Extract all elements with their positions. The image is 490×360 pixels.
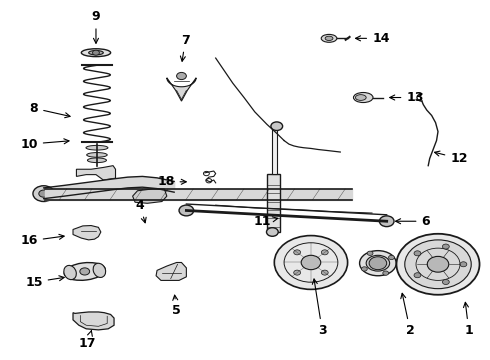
Ellipse shape [87, 158, 106, 163]
Text: 13: 13 [390, 91, 424, 104]
Ellipse shape [64, 262, 105, 280]
Circle shape [321, 250, 328, 255]
Text: 4: 4 [136, 199, 146, 223]
Circle shape [414, 251, 421, 256]
Circle shape [301, 255, 321, 270]
Ellipse shape [353, 93, 373, 103]
Ellipse shape [325, 36, 333, 41]
Ellipse shape [87, 153, 107, 157]
Circle shape [271, 122, 283, 131]
Text: 11: 11 [253, 215, 278, 228]
Ellipse shape [355, 95, 366, 100]
Text: 16: 16 [21, 234, 64, 247]
Text: 14: 14 [356, 32, 390, 45]
Text: 9: 9 [92, 10, 100, 43]
Circle shape [427, 256, 449, 272]
Polygon shape [156, 262, 186, 280]
FancyBboxPatch shape [267, 174, 280, 232]
Text: 17: 17 [79, 331, 97, 350]
Circle shape [460, 262, 467, 267]
Polygon shape [167, 78, 196, 101]
Circle shape [414, 273, 421, 278]
Circle shape [362, 267, 368, 271]
Text: 10: 10 [20, 138, 69, 150]
Ellipse shape [321, 35, 337, 42]
Ellipse shape [64, 265, 76, 280]
Ellipse shape [86, 145, 108, 150]
Circle shape [321, 270, 328, 275]
Text: 6: 6 [395, 215, 430, 228]
Circle shape [80, 268, 90, 275]
Circle shape [367, 251, 373, 255]
Polygon shape [73, 226, 101, 240]
Circle shape [405, 240, 471, 289]
Text: 1: 1 [464, 302, 473, 337]
FancyBboxPatch shape [272, 126, 277, 174]
Polygon shape [76, 166, 116, 180]
Text: 18: 18 [157, 175, 186, 188]
Circle shape [442, 244, 449, 249]
Circle shape [176, 72, 186, 80]
Polygon shape [133, 189, 167, 203]
Circle shape [442, 279, 449, 284]
Circle shape [93, 50, 99, 55]
Polygon shape [73, 312, 114, 330]
Circle shape [39, 190, 49, 197]
Circle shape [383, 271, 389, 275]
Circle shape [274, 235, 347, 289]
Ellipse shape [366, 255, 390, 271]
Ellipse shape [89, 50, 103, 55]
Text: 2: 2 [401, 293, 415, 337]
Ellipse shape [81, 49, 111, 57]
Circle shape [294, 270, 300, 275]
Circle shape [389, 255, 394, 260]
Ellipse shape [93, 263, 106, 278]
Circle shape [369, 257, 387, 270]
Circle shape [294, 250, 300, 255]
Circle shape [267, 228, 278, 236]
Text: 7: 7 [180, 33, 190, 61]
Ellipse shape [360, 251, 396, 276]
Text: 3: 3 [312, 279, 326, 337]
Circle shape [396, 234, 480, 295]
Circle shape [179, 205, 194, 216]
Text: 5: 5 [172, 295, 181, 318]
Circle shape [33, 186, 54, 202]
Text: 8: 8 [29, 102, 70, 118]
Text: 12: 12 [435, 151, 468, 165]
Circle shape [379, 216, 394, 226]
Text: 15: 15 [25, 276, 64, 289]
